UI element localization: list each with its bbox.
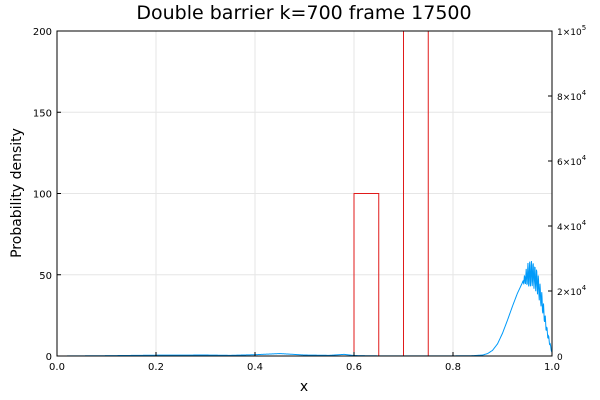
chart-title: Double barrier k=700 frame 17500 bbox=[136, 2, 471, 24]
y-tick-label: 50 bbox=[39, 271, 52, 282]
x-axis-label: x bbox=[300, 379, 308, 395]
x-tick-label: 0.8 bbox=[445, 362, 461, 373]
y-tick-label: 100 bbox=[33, 190, 52, 201]
y-tick-label: 150 bbox=[33, 108, 52, 119]
x-tick-label: 0.4 bbox=[247, 362, 263, 373]
plot-frame bbox=[56, 30, 553, 357]
y-tick-label: 200 bbox=[33, 27, 52, 38]
x-tick-label: 0.6 bbox=[346, 362, 362, 373]
y2-tick-label: 4×104 bbox=[557, 219, 587, 233]
y2-tick-label: 6×104 bbox=[557, 154, 587, 168]
y2-tick-label: 8×104 bbox=[557, 89, 587, 103]
y-axis-label: Probability density bbox=[9, 128, 25, 258]
x-tick-label: 0.0 bbox=[49, 362, 65, 373]
y2-tick-label: 1×105 bbox=[557, 24, 586, 38]
x-tick-label: 1.0 bbox=[544, 362, 560, 373]
y-tick-label: 0 bbox=[46, 352, 52, 363]
axes: 0.0 0.2 0.4 0.6 0.8 1.005010015020002×1044×10… bbox=[33, 24, 587, 373]
x-tick-label: 0.2 bbox=[148, 362, 164, 373]
y2-tick-label: 0 bbox=[557, 353, 563, 363]
y2-tick-label: 2×104 bbox=[557, 284, 587, 298]
